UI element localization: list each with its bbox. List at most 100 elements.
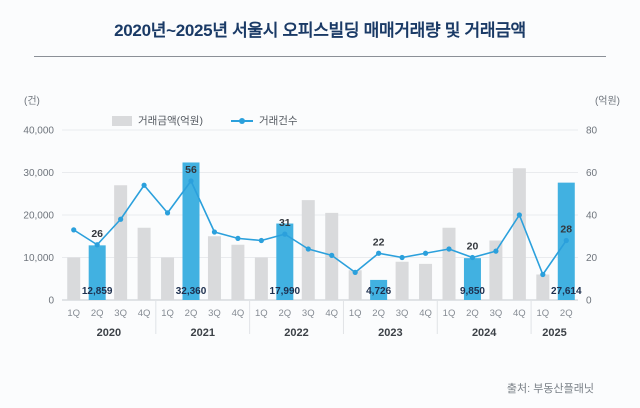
bar-highlight (276, 223, 294, 300)
x-axis-quarter-label: 3Q (396, 308, 409, 319)
count-value-label: 22 (373, 236, 385, 248)
x-axis-quarter-label: 1Q (536, 308, 549, 319)
data-point-marker (141, 182, 147, 188)
bar (512, 168, 526, 300)
y-axis-tick-left: 0 (48, 296, 54, 307)
bar-highlight (463, 258, 481, 300)
x-axis-quarter-label: 1Q (161, 308, 174, 319)
bar-highlight (370, 279, 388, 300)
combo-chart: 0 0 10,000 20 20,000 40 30,000 60 40,000 80 12,859… (23, 126, 598, 340)
data-point-marker (352, 269, 358, 275)
year-label: 2022 (284, 327, 308, 339)
bar (395, 261, 409, 300)
bar-value-label: 17,990 (270, 286, 301, 297)
y-axis-tick-right: 40 (586, 211, 598, 222)
x-axis-quarter-label: 2Q (466, 308, 479, 319)
y-axis-tick-left: 40,000 (23, 126, 54, 137)
x-axis-quarter-label: 4Q (419, 308, 432, 319)
y-axis-tick-left: 10,000 (23, 253, 54, 264)
data-point-marker (164, 210, 171, 216)
data-point-marker (188, 178, 194, 184)
bar (231, 244, 245, 300)
x-axis-quarter-label: 3Q (490, 308, 503, 319)
bar (67, 257, 81, 300)
year-label: 2021 (190, 327, 214, 339)
legend-amount-label: 거래금액(억원) (138, 115, 203, 127)
data-point-marker (563, 237, 569, 244)
data-point-marker (71, 227, 77, 233)
count-value-label: 20 (467, 241, 479, 253)
data-point-marker (329, 252, 335, 258)
x-axis-quarter-label: 3Q (114, 308, 127, 319)
bar (419, 263, 433, 300)
x-axis-quarter-label: 4Q (232, 308, 245, 319)
x-axis-quarter-label: 2Q (91, 308, 104, 319)
data-point-marker (305, 246, 311, 252)
year-label: 2025 (542, 327, 566, 339)
x-axis-quarter-label: 1Q (255, 308, 268, 319)
year-label: 2020 (97, 327, 121, 339)
count-value-label: 26 (91, 228, 103, 240)
bar (161, 257, 175, 300)
data-point-marker (235, 235, 241, 241)
legend-count-label: 거래건수 (258, 115, 298, 127)
page-title: 2020년~2025년 서울시 오피스빌딩 매매거래량 및 거래금액 (114, 21, 526, 40)
year-label: 2024 (472, 327, 497, 339)
data-point-marker (376, 250, 382, 256)
bar (489, 240, 503, 300)
bar (442, 227, 456, 300)
bar-highlight (88, 245, 106, 300)
legend-item-count: 거래건수 (230, 113, 298, 128)
x-axis-quarter-label: 2Q (185, 308, 198, 319)
count-value-label: 28 (560, 224, 572, 236)
bar-value-label: 9,850 (460, 286, 485, 297)
data-point-marker (258, 237, 264, 244)
data-point-marker (540, 271, 546, 278)
bar (114, 185, 128, 300)
x-axis-quarter-label: 4Q (325, 308, 338, 319)
title-divider (34, 56, 606, 57)
bar (207, 236, 221, 300)
data-point-marker (516, 212, 522, 218)
line-series (73, 180, 567, 276)
bar-highlight (182, 162, 200, 300)
data-point-marker (211, 229, 218, 235)
data-point-marker (422, 250, 429, 256)
count-value-label: 31 (279, 217, 291, 229)
year-label: 2023 (378, 327, 402, 339)
bar (137, 227, 151, 300)
data-point-marker (469, 254, 476, 261)
x-axis-quarter-label: 1Q (349, 308, 362, 319)
y-axis-tick-left: 30,000 (23, 168, 54, 179)
y-axis-tick-right: 60 (586, 168, 598, 179)
x-axis-quarter-label: 1Q (67, 308, 80, 319)
bar-swatch-icon (112, 115, 132, 126)
count-value-label: 56 (185, 164, 197, 176)
bar (348, 270, 362, 300)
x-axis-quarter-label: 2Q (278, 308, 291, 319)
x-axis-quarter-label: 1Q (443, 308, 456, 319)
x-axis-quarter-label: 3Q (208, 308, 221, 319)
x-axis-quarter-label: 3Q (302, 308, 315, 319)
x-axis-quarter-label: 4Q (513, 308, 526, 319)
legend: 거래금액(억원) 거래건수 (112, 113, 298, 128)
bar-value-label: 12,859 (82, 286, 113, 297)
data-point-marker (446, 246, 452, 252)
bar-value-label: 4,726 (366, 286, 391, 297)
data-point-marker (399, 254, 405, 261)
bar-value-label: 32,360 (176, 286, 207, 297)
bar (254, 257, 268, 300)
bar (536, 274, 550, 300)
source-caption: 출처: 부동산플래닛 (506, 383, 594, 395)
bar-value-label: 27,614 (551, 286, 582, 297)
data-point-marker (118, 216, 124, 222)
legend-item-amount: 거래금액(억원) (112, 113, 203, 128)
right-axis-unit-label: (억원) (594, 96, 620, 107)
x-axis-quarter-label: 4Q (138, 308, 151, 319)
x-axis-quarter-label: 2Q (560, 308, 573, 319)
y-axis-tick-right: 80 (586, 126, 598, 137)
y-axis-tick-right: 20 (586, 253, 598, 264)
data-point-marker (493, 248, 499, 254)
x-axis-quarter-label: 2Q (372, 308, 385, 319)
